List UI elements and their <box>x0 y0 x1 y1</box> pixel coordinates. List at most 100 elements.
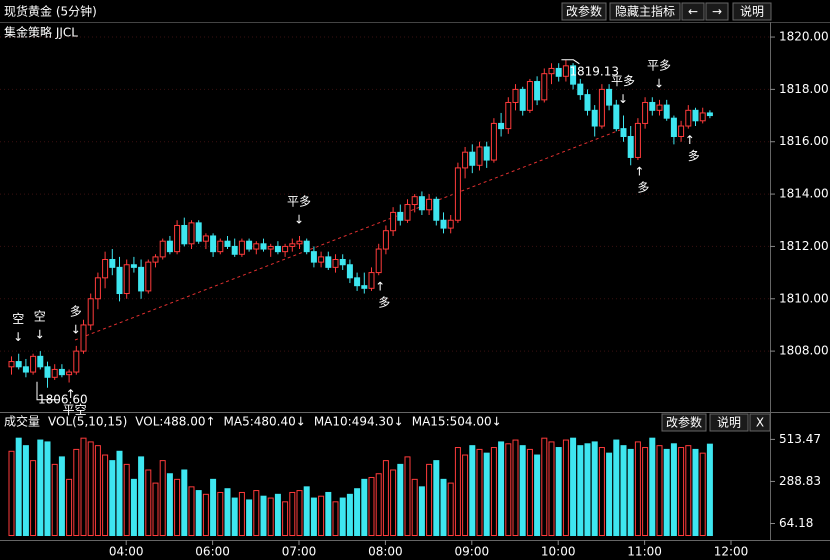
volume-bar <box>642 447 649 537</box>
volume-bar <box>267 497 274 536</box>
candle-body <box>296 240 303 245</box>
signal: 平多 ↓ <box>287 194 311 226</box>
volume-bar <box>217 491 224 536</box>
button[interactable]: 说明 <box>709 413 749 432</box>
candle-body <box>231 245 238 255</box>
signal-label: 空 <box>12 312 24 326</box>
volume-bar <box>706 443 713 537</box>
candle-body <box>346 264 353 279</box>
volume-bar <box>577 445 584 536</box>
volume-bar <box>289 491 296 536</box>
volume-bar <box>663 448 670 537</box>
volume-bar <box>109 460 116 536</box>
candle-body <box>591 109 598 127</box>
volume-bar <box>447 482 454 537</box>
volume-bar <box>361 478 368 536</box>
candle-body <box>260 243 267 250</box>
trend-line <box>74 129 621 341</box>
button[interactable]: 改参数 <box>661 413 707 432</box>
candle-body <box>332 259 339 268</box>
volume-bar <box>282 501 289 537</box>
volume-bar <box>253 490 260 536</box>
candle-body <box>476 146 483 166</box>
candle-body <box>649 101 656 111</box>
volume-bar <box>498 441 505 536</box>
x-tick-label: 08:00 <box>368 545 403 559</box>
candle-body <box>267 245 274 250</box>
y-tick-label: 1820.00 <box>779 30 829 44</box>
candle-body <box>130 264 137 268</box>
button[interactable]: 隐藏主指标 <box>609 2 681 21</box>
volume-bar <box>246 499 253 536</box>
signal: ↑ 平空 <box>63 387 87 417</box>
candle-body <box>202 235 209 242</box>
candle-body <box>706 112 713 117</box>
legend-entry: MA10:494.30↓ <box>314 415 404 429</box>
candle-body <box>8 361 15 368</box>
candle-body <box>116 266 123 295</box>
signal-arrow: ↓ <box>294 212 304 226</box>
button[interactable]: 改参数 <box>561 2 607 21</box>
volume-bar <box>87 441 94 536</box>
volume-bar <box>195 490 202 536</box>
volume-bar <box>678 447 685 537</box>
candle-body <box>397 211 404 221</box>
candle-body <box>678 125 685 137</box>
button[interactable]: ← <box>681 2 705 21</box>
x-tick-label: 09:00 <box>455 545 490 559</box>
button[interactable]: X <box>749 413 771 432</box>
candle-body <box>174 224 181 253</box>
candle-body <box>181 224 188 245</box>
candle-body <box>663 104 670 119</box>
candle-body <box>555 67 562 77</box>
candle-body <box>44 366 51 378</box>
candle-body <box>152 256 159 263</box>
volume-bar <box>231 497 238 536</box>
candle-body <box>469 151 476 166</box>
candle-body <box>541 73 548 101</box>
signal-label: 平多 <box>647 58 671 72</box>
button-frame <box>661 413 707 432</box>
signal-arrow: ↓ <box>654 76 664 90</box>
button-label: 说明 <box>740 4 764 19</box>
candle-body <box>274 245 281 253</box>
signal: ↑多 <box>375 280 390 310</box>
volume-bar <box>318 495 325 536</box>
signal-arrow: ↓ <box>13 330 23 344</box>
volume-bar <box>354 488 361 537</box>
x-tick-label: 12:00 <box>714 545 749 559</box>
volume-bar <box>699 452 706 537</box>
volume-bar <box>433 460 440 536</box>
volume-bar <box>238 491 245 536</box>
volume-bar <box>325 491 332 536</box>
volume-bar <box>598 447 605 537</box>
volume-bar <box>476 448 483 537</box>
volume-bar <box>418 486 425 537</box>
candle-body <box>51 368 58 378</box>
candle-body <box>339 259 346 266</box>
signal: ↑多 <box>634 165 649 195</box>
volume-bar <box>339 497 346 536</box>
volume-bar <box>570 437 577 536</box>
volume-bar <box>274 493 281 536</box>
volume-bar <box>505 443 512 536</box>
candle-body <box>454 167 461 221</box>
signal-label: 多 <box>637 181 649 195</box>
volume-bar <box>44 441 51 536</box>
button[interactable]: 说明 <box>732 2 772 21</box>
extreme-marker <box>36 381 59 401</box>
volume-bar <box>411 478 418 536</box>
x-tick-label: 07:00 <box>282 545 317 559</box>
volume-bar <box>606 452 613 537</box>
candle-body <box>310 251 317 263</box>
candle-body <box>246 240 253 250</box>
candle-body <box>368 272 375 289</box>
volume-bar <box>454 447 461 537</box>
button[interactable]: → <box>705 2 729 21</box>
button-label: X <box>756 416 764 430</box>
candle-body <box>627 135 634 158</box>
title: 现货黄金 (5分钟) <box>4 4 97 19</box>
candle-body <box>303 240 310 253</box>
volume-bar <box>512 439 519 536</box>
candle-body <box>584 94 591 111</box>
